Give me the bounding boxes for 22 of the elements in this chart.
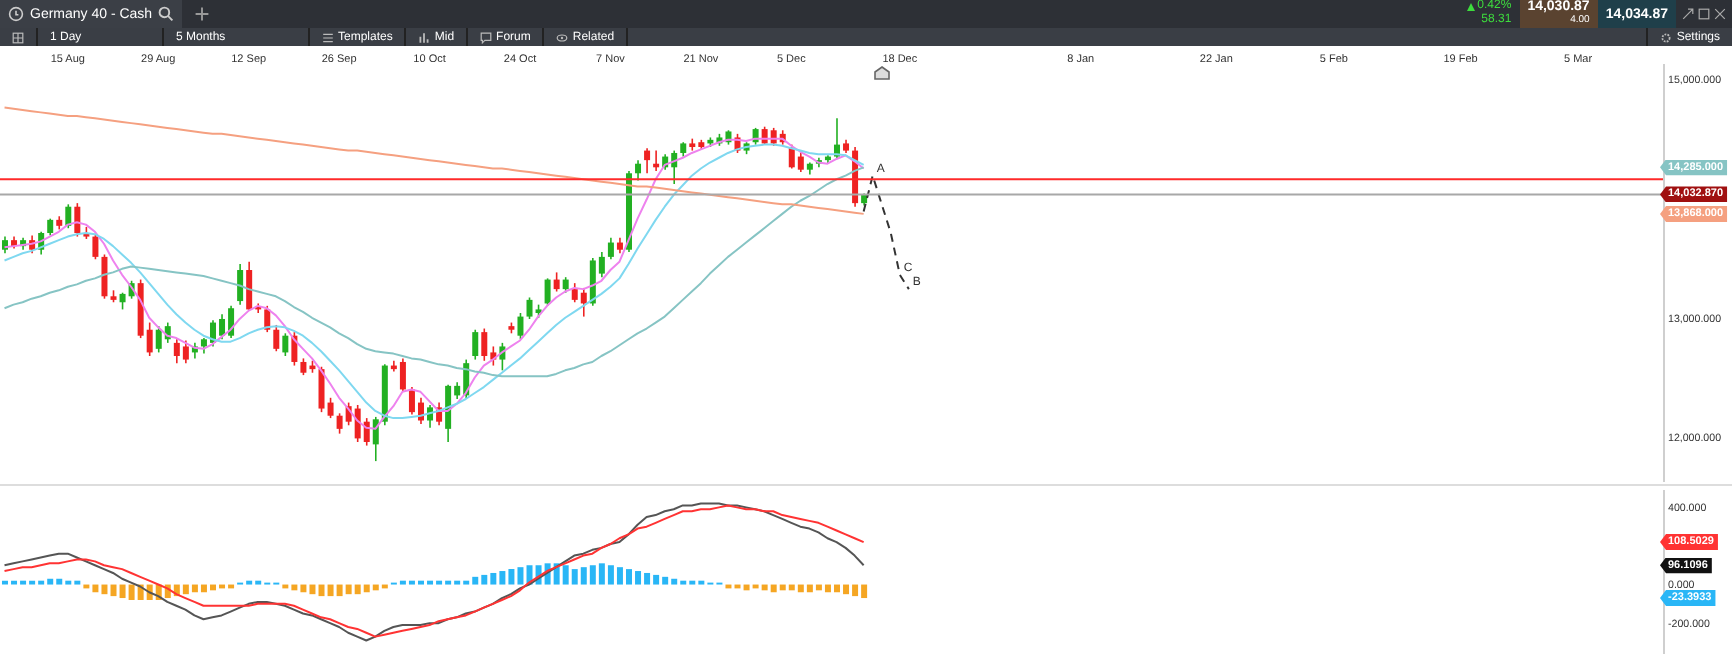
candlestick [273,324,280,353]
candlestick [246,260,253,312]
candlestick [553,271,560,293]
candlestick [399,357,406,393]
candlestick [797,152,804,173]
candlestick [182,339,189,364]
candlestick [544,277,551,307]
candlestick [237,263,244,306]
candlestick [445,383,452,443]
candlestick [472,328,479,361]
candlestick [282,332,289,357]
candlestick [481,327,488,362]
line-series [3,106,865,215]
candlestick [92,233,99,261]
candlestick [101,253,108,300]
line-series [862,174,910,291]
candlestick [517,312,524,341]
candlestick [580,287,587,318]
candlestick [65,203,72,230]
candlestick [607,236,614,261]
candlestick [74,202,81,238]
candlestick [644,147,651,175]
